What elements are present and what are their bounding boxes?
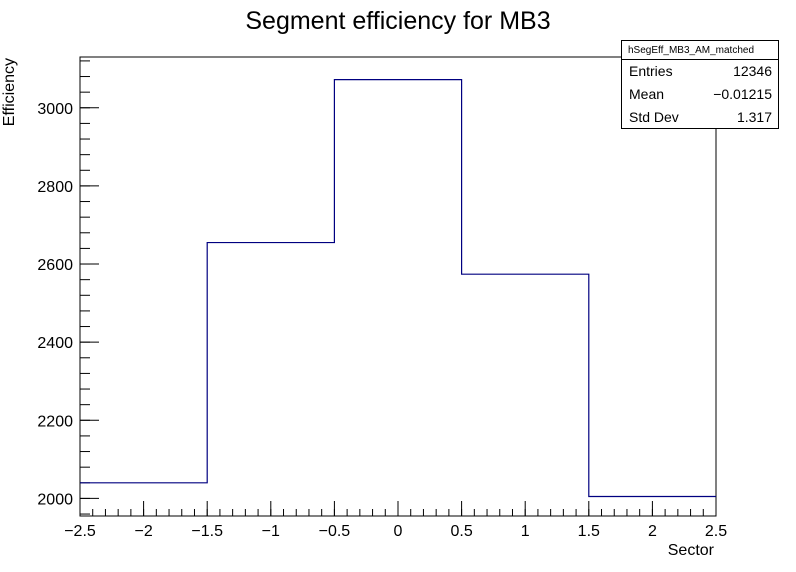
stats-entries-label: Entries bbox=[629, 63, 673, 79]
y-tick-label: 2400 bbox=[37, 335, 73, 352]
x-axis: −2.5 −2 −1.5 −1 −0.5 0 0.5 1 1.5 2 2.5 bbox=[64, 501, 727, 540]
stats-entries-row: Entries 12346 bbox=[622, 60, 778, 83]
histogram-bin bbox=[462, 274, 589, 516]
stats-mean-row: Mean −0.01215 bbox=[622, 83, 778, 106]
histogram-bins bbox=[80, 80, 716, 516]
x-tick-label: 2.5 bbox=[705, 523, 727, 540]
y-axis-label: Efficiency bbox=[1, 58, 18, 126]
y-axis: 2000 2200 2400 2600 2800 3000 bbox=[37, 60, 99, 515]
y-tick-label: 2600 bbox=[37, 257, 73, 274]
stats-stddev-row: Std Dev 1.317 bbox=[622, 106, 778, 129]
x-tick-label: −2 bbox=[134, 523, 152, 540]
x-axis-label: Sector bbox=[668, 542, 715, 559]
x-tick-label: −1.5 bbox=[191, 523, 223, 540]
x-tick-label: 1 bbox=[521, 523, 530, 540]
x-tick-label: 1.5 bbox=[578, 523, 600, 540]
x-tick-label: −2.5 bbox=[64, 523, 96, 540]
x-tick-label: 0 bbox=[394, 523, 403, 540]
x-tick-label: −0.5 bbox=[319, 523, 351, 540]
stats-mean-value: −0.01215 bbox=[713, 86, 772, 102]
histogram-bin bbox=[207, 243, 334, 516]
y-tick-label: 2200 bbox=[37, 413, 73, 430]
x-tick-label: 2 bbox=[648, 523, 657, 540]
chart-title: Segment efficiency for MB3 bbox=[245, 7, 550, 35]
stats-stddev-value: 1.317 bbox=[736, 109, 772, 125]
histogram-outline bbox=[80, 79, 716, 498]
stats-entries-value: 12346 bbox=[733, 63, 772, 79]
y-tick-label: 2800 bbox=[37, 179, 73, 196]
stats-histogram-name: hSegEff_MB3_AM_matched bbox=[622, 41, 778, 60]
stats-box: hSegEff_MB3_AM_matched Entries 12346 Mea… bbox=[621, 40, 779, 129]
y-tick-label: 2000 bbox=[37, 491, 73, 508]
x-tick-label: −1 bbox=[262, 523, 280, 540]
y-tick-label: 3000 bbox=[37, 101, 73, 118]
histogram-bin bbox=[334, 80, 461, 516]
stats-mean-label: Mean bbox=[629, 86, 665, 102]
stats-stddev-label: Std Dev bbox=[629, 109, 679, 125]
x-tick-label: 0.5 bbox=[450, 523, 472, 540]
